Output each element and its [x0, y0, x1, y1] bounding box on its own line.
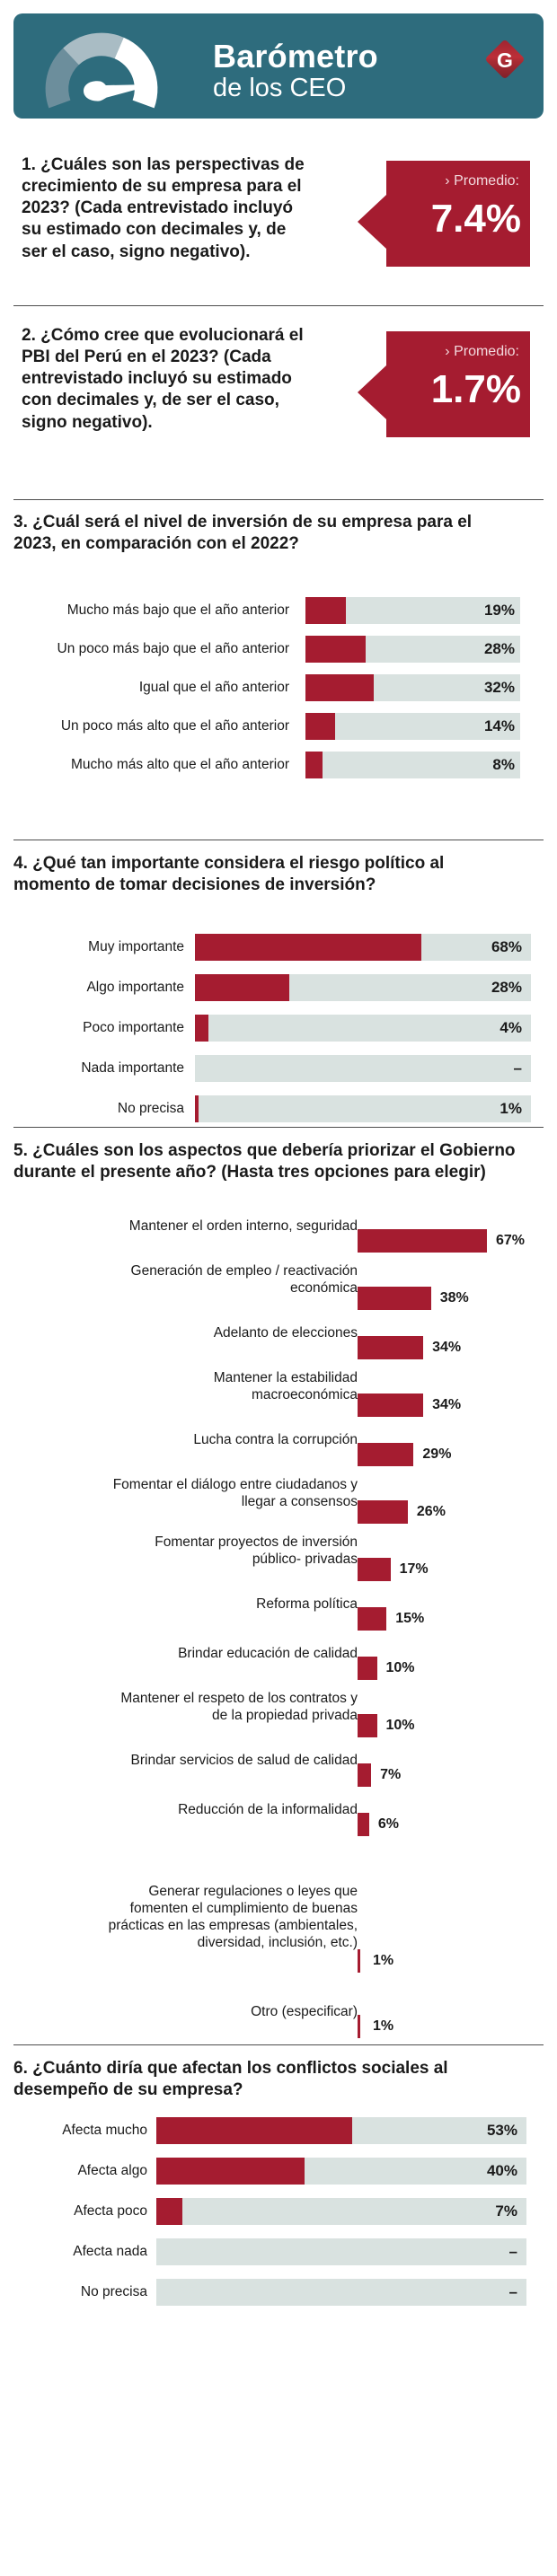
svg-text:G: G: [497, 48, 513, 72]
